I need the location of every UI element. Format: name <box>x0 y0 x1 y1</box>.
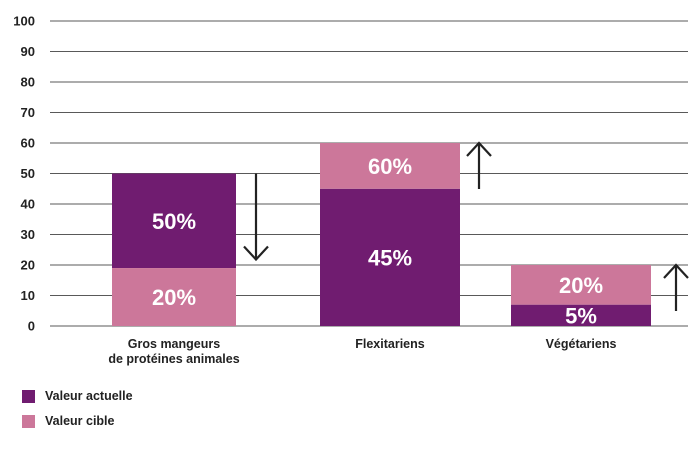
y-tick-label-20: 20 <box>21 258 35 273</box>
y-tick-label-30: 30 <box>21 227 35 242</box>
legend-item-current: Valeur actuelle <box>22 389 133 403</box>
trend-arrow-down-icon-0 <box>243 173 269 262</box>
data-label-target-0: 20% <box>152 285 196 310</box>
category-label-0-0: Gros mangeurs <box>128 337 220 351</box>
bar-target-2 <box>511 265 651 305</box>
y-tick-label-80: 80 <box>21 75 35 90</box>
bar-current-1 <box>320 188 460 326</box>
bar-current-0 <box>112 173 236 269</box>
legend-label-target: Valeur cible <box>45 414 115 428</box>
trend-arrow-up-icon-2 <box>663 263 689 311</box>
data-label-current-1: 45% <box>368 245 412 270</box>
trend-arrows <box>243 141 689 311</box>
y-axis-ticks: 0 10 20 30 40 50 60 70 80 90 100 <box>13 14 35 334</box>
legend-swatch-current <box>22 389 35 403</box>
category-label-1-0: Flexitariens <box>355 337 425 351</box>
bar-target-0 <box>112 268 236 326</box>
legend-item-target: Valeur cible <box>22 414 133 428</box>
data-label-current-2: 5% <box>565 303 597 328</box>
y-tick-label-90: 90 <box>21 44 35 59</box>
legend: Valeur actuelle Valeur cible <box>22 389 133 439</box>
data-label-target-2: 20% <box>559 273 603 298</box>
data-label-target-1: 60% <box>368 154 412 179</box>
data-label-current-0: 50% <box>152 209 196 234</box>
y-tick-label-0: 0 <box>28 319 35 334</box>
y-tick-label-40: 40 <box>21 197 35 212</box>
bar-target-1 <box>320 143 460 189</box>
bars <box>112 143 651 326</box>
trend-arrow-up-icon-1 <box>466 141 492 189</box>
y-tick-label-100: 100 <box>13 14 35 29</box>
legend-label-current: Valeur actuelle <box>45 389 133 403</box>
bar-current-2 <box>511 304 651 326</box>
data-labels: 50% 45% 5% 20% 60% 20% <box>152 154 603 328</box>
category-label-2-0: Végétariens <box>546 337 617 351</box>
category-label-0-1: de protéines animales <box>108 352 239 366</box>
y-tick-label-50: 50 <box>21 166 35 181</box>
legend-swatch-target <box>22 414 35 428</box>
y-tick-label-10: 10 <box>21 288 35 303</box>
y-tick-label-70: 70 <box>21 105 35 120</box>
y-tick-label-60: 60 <box>21 136 35 151</box>
